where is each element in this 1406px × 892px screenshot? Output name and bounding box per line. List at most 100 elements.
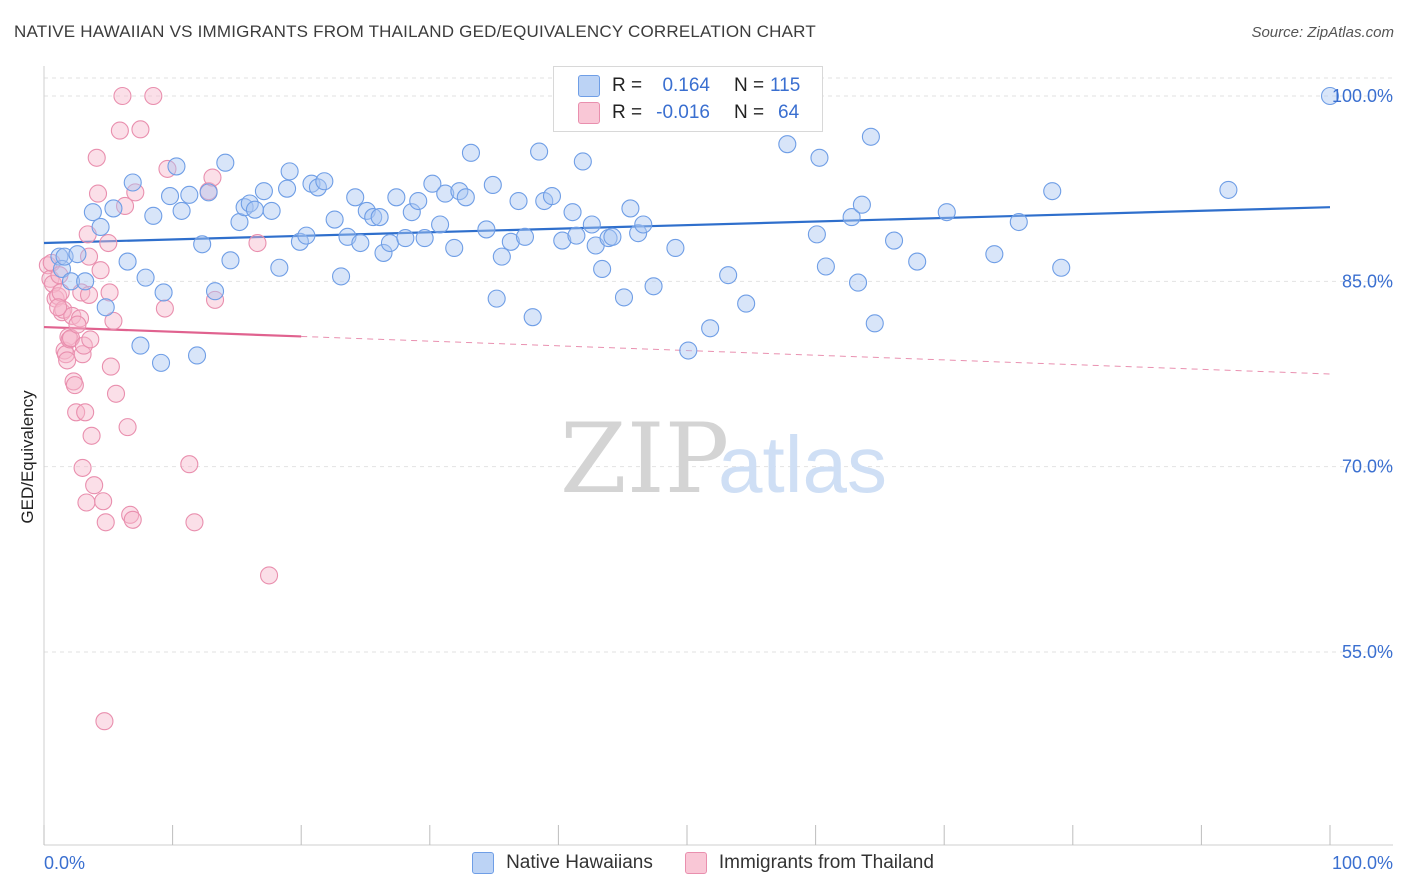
axes: [43, 66, 1393, 846]
data-point-native-hawaiians: [370, 208, 389, 227]
legend-label: Immigrants from Thailand: [718, 852, 934, 873]
trend-line-native-hawaiians: [43, 206, 1331, 245]
data-point-immigrants-from-thailand: [121, 505, 140, 524]
tick-labels: 55.0% 70.0% 85.0% 100.0% 0.0% 100.0%: [44, 86, 1393, 873]
data-point-native-hawaiians: [573, 152, 592, 171]
legend-r-label: R =: [612, 102, 643, 123]
data-point-native-hawaiians: [167, 157, 186, 176]
data-point-native-hawaiians: [553, 231, 572, 250]
data-point-native-hawaiians: [154, 283, 173, 302]
data-point-native-hawaiians: [563, 203, 582, 222]
data-point-native-hawaiians: [852, 195, 871, 214]
data-point-native-hawaiians: [666, 238, 685, 258]
data-point-immigrants-from-thailand: [41, 269, 60, 288]
data-point-native-hawaiians: [644, 277, 663, 296]
series-native-hawaiians: [50, 86, 1340, 372]
legend-item-native-hawaiians: Native Hawaiians: [472, 852, 653, 874]
y-axis-label: GED/Equivalency: [18, 390, 37, 524]
data-point-native-hawaiians: [254, 182, 273, 201]
data-point-immigrants-from-thailand: [101, 357, 120, 376]
data-point-immigrants-from-thailand: [248, 233, 267, 253]
data-point-native-hawaiians: [136, 268, 155, 287]
data-point-native-hawaiians: [1052, 258, 1071, 277]
legend-n-label: N =: [734, 102, 765, 123]
data-point-native-hawaiians: [325, 210, 344, 229]
data-point-native-hawaiians: [530, 142, 549, 161]
data-point-native-hawaiians: [778, 135, 797, 154]
data-point-immigrants-from-thailand: [82, 426, 101, 445]
data-point-immigrants-from-thailand: [49, 298, 68, 317]
data-point-immigrants-from-thailand: [115, 196, 135, 216]
data-point-native-hawaiians: [68, 245, 87, 264]
data-point-native-hawaiians: [131, 336, 150, 355]
data-point-native-hawaiians: [810, 148, 829, 167]
legend-label: Native Hawaiians: [506, 852, 653, 873]
watermark-atlas: atlas: [718, 420, 887, 509]
data-point-native-hawaiians: [61, 272, 81, 291]
data-point-native-hawaiians: [332, 267, 351, 286]
data-point-native-hawaiians: [515, 227, 535, 246]
data-point-native-hawaiians: [582, 215, 601, 234]
data-point-native-hawaiians: [216, 153, 235, 172]
data-point-immigrants-from-thailand: [81, 330, 100, 349]
data-point-immigrants-from-thailand: [155, 299, 174, 318]
data-point-immigrants-from-thailand: [185, 513, 204, 532]
data-point-immigrants-from-thailand: [203, 168, 222, 187]
data-point-native-hawaiians: [364, 208, 383, 227]
data-point-native-hawaiians: [118, 252, 137, 271]
data-point-native-hawaiians: [1219, 180, 1238, 199]
data-point-native-hawaiians: [172, 201, 191, 220]
x-tick-label: 0.0%: [44, 853, 85, 873]
data-point-native-hawaiians: [701, 319, 720, 338]
legend-row-native-hawaiians: R = 0.164 N = 115: [578, 73, 800, 99]
data-point-immigrants-from-thailand: [91, 261, 110, 280]
data-point-native-hawaiians: [985, 245, 1004, 264]
data-point-native-hawaiians: [865, 314, 884, 333]
data-point-native-hawaiians: [270, 258, 289, 277]
legend-r-value: 0.164: [662, 75, 710, 96]
data-point-native-hawaiians: [593, 259, 612, 279]
data-point-native-hawaiians: [679, 341, 698, 360]
trend-line-immigrants-from-thailand: [43, 325, 302, 338]
data-point-immigrants-from-thailand: [100, 283, 119, 302]
data-point-native-hawaiians: [83, 203, 102, 222]
data-point-native-hawaiians: [423, 174, 442, 193]
data-point-native-hawaiians: [436, 184, 455, 203]
legend-n-value: 115: [770, 75, 801, 96]
data-point-native-hawaiians: [461, 143, 481, 162]
data-point-native-hawaiians: [245, 200, 264, 219]
data-point-native-hawaiians: [415, 229, 434, 248]
data-point-native-hawaiians: [104, 199, 123, 218]
data-point-native-hawaiians: [487, 289, 506, 308]
data-point-native-hawaiians: [315, 172, 334, 191]
data-point-native-hawaiians: [501, 232, 520, 251]
data-point-immigrants-from-thailand: [131, 120, 150, 139]
data-point-native-hawaiians: [91, 217, 110, 237]
data-point-native-hawaiians: [144, 206, 163, 225]
data-point-native-hawaiians: [634, 215, 653, 234]
data-point-native-hawaiians: [409, 191, 428, 211]
data-point-native-hawaiians: [297, 226, 316, 245]
data-point-native-hawaiians: [719, 266, 738, 285]
data-point-native-hawaiians: [629, 224, 648, 243]
data-point-immigrants-from-thailand: [73, 458, 92, 477]
data-point-native-hawaiians: [1320, 86, 1340, 106]
data-point-native-hawaiians: [180, 185, 199, 204]
legend-r-value: -0.016: [656, 102, 710, 123]
data-point-immigrants-from-thailand: [180, 455, 199, 474]
data-point-native-hawaiians: [737, 294, 756, 313]
data-point-native-hawaiians: [199, 183, 218, 202]
chart-title: NATIVE HAWAIIAN VS IMMIGRANTS FROM THAIL…: [14, 22, 816, 41]
data-point-native-hawaiians: [567, 226, 586, 245]
source-label: Source: ZipAtlas.com: [1251, 24, 1394, 41]
data-point-native-hawaiians: [842, 208, 861, 227]
data-point-native-hawaiians: [431, 215, 450, 234]
data-point-immigrants-from-thailand: [99, 233, 118, 253]
legend-n-value: 64: [778, 102, 800, 123]
data-point-native-hawaiians: [262, 201, 281, 220]
data-point-immigrants-from-thailand: [259, 566, 279, 585]
data-point-immigrants-from-thailand: [65, 376, 84, 395]
watermark: ZIP atlas: [560, 403, 887, 515]
data-point-native-hawaiians: [374, 243, 393, 262]
